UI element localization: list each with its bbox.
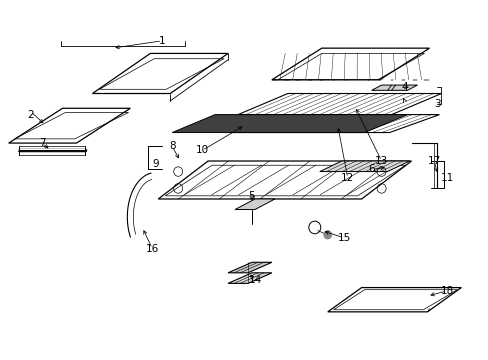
- Text: 14: 14: [248, 275, 261, 285]
- Text: 17: 17: [427, 156, 440, 166]
- Polygon shape: [9, 108, 130, 143]
- Polygon shape: [319, 161, 408, 172]
- Text: 4: 4: [401, 82, 407, 92]
- Text: 13: 13: [374, 156, 387, 166]
- Polygon shape: [172, 114, 407, 132]
- Polygon shape: [229, 114, 439, 132]
- Polygon shape: [158, 161, 411, 199]
- Text: 15: 15: [337, 233, 350, 243]
- Polygon shape: [238, 94, 441, 114]
- Polygon shape: [235, 199, 274, 210]
- Text: 11: 11: [440, 173, 453, 183]
- Text: 2: 2: [27, 109, 34, 120]
- Text: 6: 6: [367, 165, 374, 175]
- Text: 7: 7: [39, 138, 46, 148]
- Text: 3: 3: [433, 99, 440, 109]
- Polygon shape: [271, 48, 428, 80]
- Polygon shape: [227, 273, 271, 283]
- Text: 10: 10: [195, 145, 208, 156]
- Text: 1: 1: [159, 36, 165, 46]
- Text: 12: 12: [341, 173, 354, 183]
- Text: 18: 18: [440, 286, 453, 296]
- Text: 16: 16: [145, 244, 159, 253]
- Circle shape: [323, 231, 331, 239]
- Polygon shape: [92, 53, 227, 94]
- Polygon shape: [327, 288, 461, 312]
- Text: 9: 9: [152, 159, 158, 169]
- Text: 5: 5: [248, 191, 255, 201]
- Text: 8: 8: [168, 141, 175, 151]
- Polygon shape: [371, 85, 417, 90]
- Polygon shape: [227, 262, 271, 273]
